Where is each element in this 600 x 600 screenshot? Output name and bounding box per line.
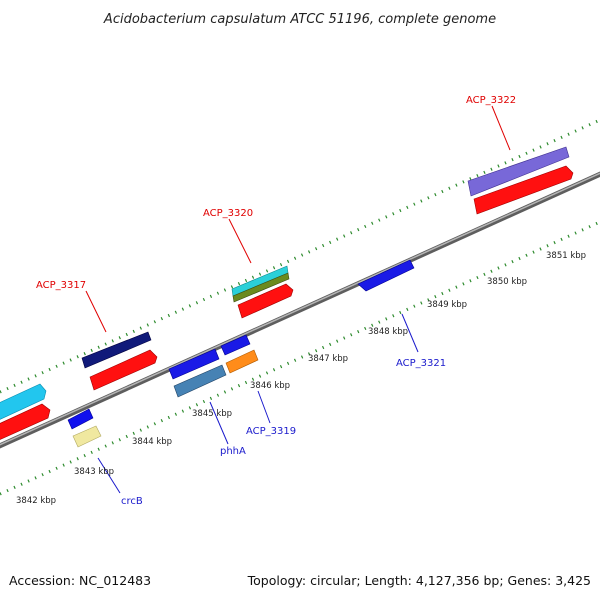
summary-text: Topology: circular; Length: 4,127,356 bp… [247, 573, 591, 588]
gene-label-acp3322: ACP_3322 [466, 95, 516, 106]
tick-label: 3850 kbp [487, 277, 527, 287]
gene-label-acp3321: ACP_3321 [396, 358, 446, 369]
tick-label: 3851 kbp [546, 251, 586, 261]
tick-label: 3843 kbp [74, 467, 114, 477]
gene-red-3317 [89, 349, 158, 391]
gene-red-3322 [473, 165, 574, 215]
accession-text: Accession: NC_012483 [9, 573, 151, 588]
gene-blue-small-a [67, 408, 94, 430]
tick-label: 3849 kbp [427, 300, 467, 310]
gene-label-acp3320: ACP_3320 [203, 208, 253, 219]
gene-phha [173, 364, 227, 398]
gene-blue-small-b [220, 334, 251, 356]
forward-genes [0, 146, 574, 440]
gene-red-3320 [237, 283, 294, 319]
gene-acp3320-olive [232, 272, 290, 303]
gene-acp3321 [357, 259, 415, 292]
tick-label: 3842 kbp [16, 496, 56, 506]
genome-backbone [0, 171, 600, 449]
tick-label: 3844 kbp [132, 437, 172, 447]
gene-label-crcb: crcB [121, 496, 143, 507]
gene-acp3319 [225, 349, 259, 374]
reverse-genes [67, 259, 415, 448]
gene-label-phha: phhA [220, 446, 246, 457]
outer-tick-ring [0, 118, 600, 394]
gene-label-acp3317: ACP_3317 [36, 280, 86, 291]
tick-label: 3848 kbp [368, 327, 408, 337]
gene-label-acp3319: ACP_3319 [246, 426, 296, 437]
gene-cyan-left [0, 383, 47, 420]
gene-acp3322 [467, 146, 570, 197]
tick-label: 3846 kbp [250, 381, 290, 391]
tick-label: 3845 kbp [192, 409, 232, 419]
gene-red-left [0, 403, 51, 440]
tick-label: 3847 kbp [308, 354, 348, 364]
gene-blue-phha-a [168, 348, 220, 380]
map-title: Acidobacterium capsulatum ATCC 51196, co… [103, 12, 496, 27]
gene-crcb [72, 425, 102, 448]
gene-acp3317 [81, 331, 152, 369]
label-leaders [85, 105, 511, 494]
